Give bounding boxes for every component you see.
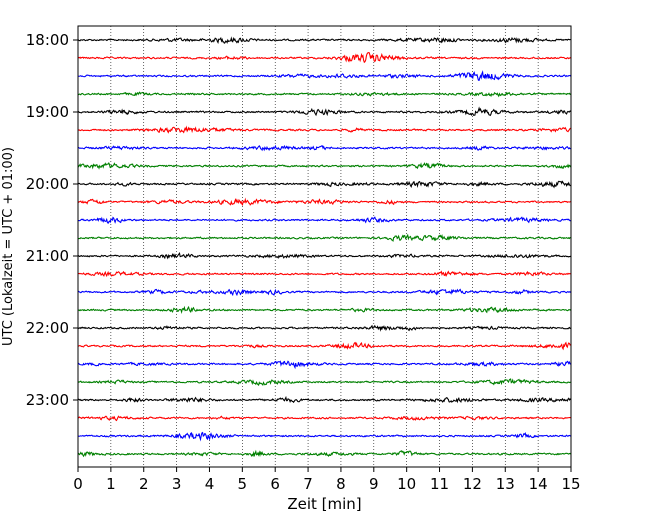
x-tick-label: 4 bbox=[205, 475, 215, 493]
seismic-trace bbox=[77, 125, 571, 134]
seismic-trace bbox=[77, 161, 572, 170]
y-tick-label: 18:00 bbox=[26, 31, 69, 49]
x-tick-label: 7 bbox=[303, 475, 313, 493]
y-axis-label: UTC (Lokalzeit = UTC + 01:00) bbox=[1, 147, 16, 346]
seismic-trace bbox=[77, 449, 572, 458]
x-tick-label: 3 bbox=[172, 475, 182, 493]
x-tick-label: 2 bbox=[139, 475, 149, 493]
x-tick-label: 13 bbox=[496, 475, 515, 493]
seismic-trace bbox=[77, 144, 571, 152]
x-tick-label: 11 bbox=[430, 475, 449, 493]
vertical-grid bbox=[110, 26, 539, 467]
x-tick-label: 1 bbox=[106, 475, 116, 493]
seismic-trace bbox=[77, 324, 571, 332]
y-tick-label: 20:00 bbox=[26, 175, 69, 193]
y-tick-label: 23:00 bbox=[26, 391, 69, 409]
seismic-trace bbox=[77, 360, 571, 370]
y-tick-label: 21:00 bbox=[26, 247, 69, 265]
y-axis-ticks: 18:00 19:00 20:00 21:00 22:00 23:00 bbox=[26, 31, 78, 409]
seismic-traces bbox=[77, 36, 572, 458]
seismic-trace bbox=[77, 180, 571, 189]
seismic-trace bbox=[77, 216, 572, 225]
seismic-trace bbox=[77, 251, 572, 260]
seismic-trace bbox=[77, 270, 572, 278]
y-tick-label: 22:00 bbox=[26, 319, 69, 337]
seismic-trace bbox=[77, 91, 572, 98]
x-tick-label: 9 bbox=[369, 475, 379, 493]
x-tick-label: 6 bbox=[270, 475, 280, 493]
seismic-trace bbox=[77, 341, 572, 351]
seismic-trace bbox=[77, 51, 572, 64]
seismic-trace bbox=[77, 415, 572, 422]
x-tick-label: 10 bbox=[397, 475, 416, 493]
x-tick-label: 5 bbox=[238, 475, 248, 493]
seismic-trace bbox=[77, 431, 572, 442]
x-tick-label: 8 bbox=[336, 475, 346, 493]
x-tick-label: 12 bbox=[463, 475, 482, 493]
x-tick-label: 0 bbox=[73, 475, 83, 493]
x-axis-ticks: 0 1 2 3 4 5 6 7 8 9 10 11 12 13 14 15 bbox=[73, 467, 581, 493]
x-axis-label: Zeit [min] bbox=[287, 495, 361, 513]
seismic-trace bbox=[77, 36, 571, 45]
x-tick-label: 15 bbox=[561, 475, 580, 493]
seismic-trace bbox=[77, 106, 572, 117]
y-tick-label: 19:00 bbox=[26, 103, 69, 121]
seismic-trace bbox=[77, 288, 572, 297]
seismic-trace bbox=[77, 378, 571, 387]
seismic-trace bbox=[77, 395, 572, 404]
x-tick-label: 14 bbox=[529, 475, 548, 493]
seismic-trace bbox=[77, 233, 571, 242]
plot-frame bbox=[77, 25, 572, 468]
seismic-trace bbox=[77, 197, 571, 207]
seismic-trace bbox=[77, 305, 572, 315]
seismic-trace bbox=[77, 70, 572, 82]
